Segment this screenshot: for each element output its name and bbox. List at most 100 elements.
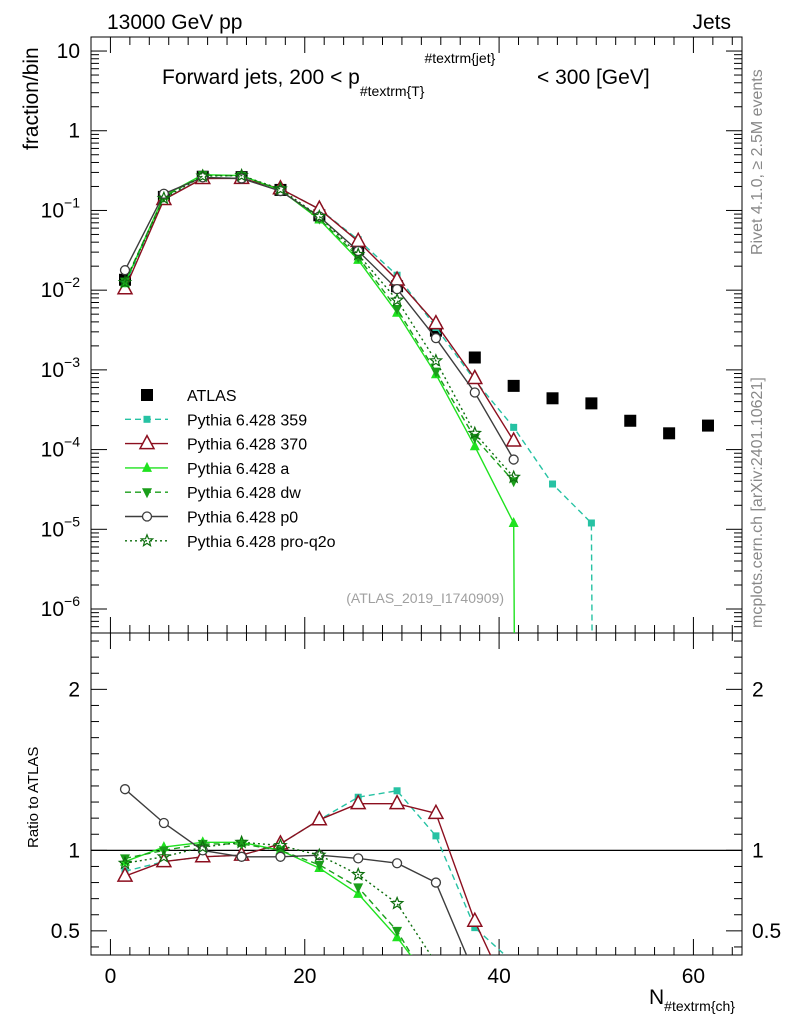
main-axes: 10 1 10−1 10−2 10−3 10−4 10−5 10−6 <box>41 36 743 634</box>
header-right: Jets <box>692 11 731 34</box>
data-point <box>549 480 557 488</box>
ratio-line <box>124 788 468 955</box>
legend-marker <box>142 461 152 472</box>
data-point <box>506 469 521 484</box>
legend-label: Pythia 6.428 370 <box>187 437 307 454</box>
data-point <box>508 454 519 465</box>
data-point <box>117 274 133 289</box>
ratio-series-4 <box>119 784 468 955</box>
ratio-y-tick-label: 2 <box>68 678 80 701</box>
ratio-point <box>234 834 249 849</box>
ratio-series-5 <box>117 834 432 955</box>
data-point <box>195 168 210 183</box>
rivet-label: Rivet 4.1.0, ≥ 2.5M events <box>749 69 766 255</box>
data-point <box>546 392 559 405</box>
ratio-point <box>275 851 286 862</box>
legend-marker <box>141 389 153 401</box>
series-6 <box>117 167 521 484</box>
ratio-point <box>353 883 364 894</box>
legend: ATLAS Pythia 6.428 359 Pythia 6.428 370 Pyt… <box>125 388 336 551</box>
data-point <box>466 368 484 385</box>
data-point <box>505 431 522 447</box>
legend-item: Pythia 6.428 359 <box>125 412 307 429</box>
title-sup: #textrm{jet} <box>424 50 495 66</box>
y-tick-label: 1 <box>68 120 80 143</box>
ratio-line <box>124 843 413 955</box>
ratio-point <box>471 924 479 932</box>
legend-item: Pythia 6.428 370 <box>125 434 307 454</box>
data-point <box>469 440 480 451</box>
y-tick-label: 10−2 <box>41 274 81 302</box>
ratio-y-tick-label-right: 1 <box>752 839 764 862</box>
ratio-point <box>158 817 170 829</box>
legend-marker <box>142 488 152 499</box>
legend-marker <box>143 415 151 423</box>
ratio-point <box>388 794 406 810</box>
ratio-point <box>314 860 325 871</box>
data-point <box>388 270 406 286</box>
legend-marker <box>141 511 153 522</box>
data-point <box>624 414 637 427</box>
data-point <box>587 519 595 527</box>
x-tick-label: 0 <box>105 965 117 988</box>
ratio-y-tick-label: 0.5 <box>51 920 80 943</box>
ratio-point <box>195 839 210 854</box>
legend-label: Pythia 6.428 a <box>187 461 289 478</box>
data-point <box>430 367 441 378</box>
data-point <box>392 305 403 316</box>
x-tick-label: 60 <box>682 965 705 988</box>
ratio-point <box>353 853 364 864</box>
legend-marker <box>139 533 155 548</box>
data-point <box>585 397 598 410</box>
legend-marker <box>138 434 156 450</box>
y-tick-label: 10−1 <box>41 194 81 222</box>
data-point <box>430 333 442 344</box>
data-point <box>428 353 444 367</box>
series-3 <box>120 168 519 633</box>
data-point <box>273 181 288 196</box>
mcplots-label: mcplots.cern.ch [arXiv:2401.10621] <box>749 377 766 628</box>
x-tick-label: 40 <box>487 965 510 988</box>
ratio-point <box>392 926 403 937</box>
data-point <box>701 419 714 432</box>
ratio-y-tick-label: 1 <box>68 839 80 862</box>
y-tick-label: 10 <box>57 40 80 63</box>
data-point <box>391 283 403 295</box>
data-point <box>508 516 519 527</box>
x-label-sub: #textrm{ch} <box>664 998 735 1014</box>
legend-label: Pythia 6.428 359 <box>187 412 307 429</box>
legend-label: Pythia 6.428 p0 <box>187 510 298 527</box>
legend-item: ATLAS <box>141 388 237 405</box>
data-point <box>389 292 405 307</box>
title-tail: < 300 [GeV] <box>537 66 650 89</box>
title-sub: #textrm{T} <box>360 83 425 99</box>
legend-label: Pythia 6.428 pro-q2o <box>187 534 336 551</box>
data-point <box>469 387 480 398</box>
ratio-point <box>427 803 445 820</box>
legend-item: Pythia 6.428 a <box>125 461 289 478</box>
ratio-point <box>273 837 288 852</box>
x-axis-label: N#textrm{ch} <box>649 986 735 1014</box>
data-point <box>119 265 131 276</box>
series-line <box>124 173 515 633</box>
data-point <box>350 246 366 261</box>
data-point <box>234 167 249 182</box>
ratio-point <box>197 839 208 850</box>
analysis-id: (ATLAS_2019_I1740909) <box>346 590 504 606</box>
ratio-point <box>432 832 440 840</box>
header-left: 13000 GeV pp <box>107 11 242 34</box>
ratio-frame <box>90 632 743 956</box>
ratio-point <box>120 854 131 865</box>
ratio-point <box>311 810 328 826</box>
legend-label: Pythia 6.428 dw <box>187 485 301 502</box>
ratio-point <box>389 895 405 910</box>
legend-item: Pythia 6.428 pro-q2o <box>125 533 336 551</box>
y-tick-label: 10−6 <box>41 593 81 621</box>
data-point <box>467 425 483 440</box>
ratio-point <box>119 784 131 795</box>
data-point <box>427 314 445 330</box>
ratio-point <box>391 858 403 869</box>
ratio-point <box>117 855 133 870</box>
x-label-main: N <box>649 986 664 1009</box>
ratio-y-tick-label-right: 0.5 <box>752 920 781 943</box>
